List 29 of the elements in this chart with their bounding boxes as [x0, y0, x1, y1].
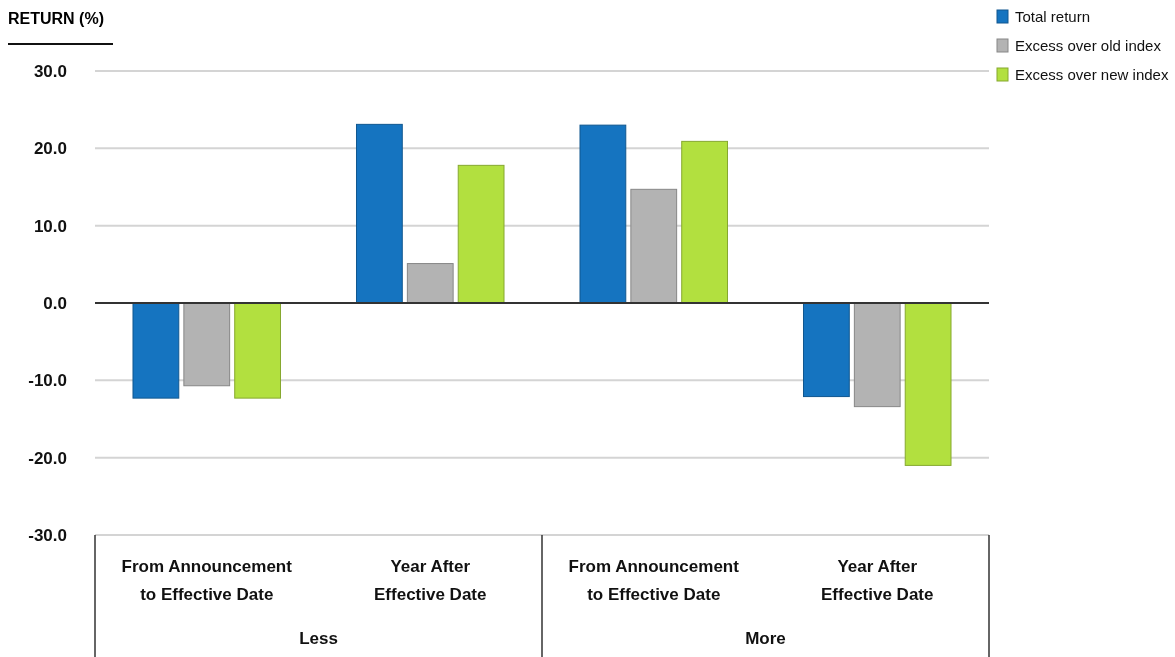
y-tick-label: -20.0 [28, 448, 67, 468]
text: Less [299, 629, 338, 648]
x-tick-label: Year After Effective Date [821, 557, 934, 604]
y-tick-label: -30.0 [28, 525, 67, 545]
bar [681, 140, 729, 304]
bar [356, 123, 403, 304]
x-tick-label: Year After Effective Date [374, 557, 487, 604]
legend-label: Excess over old index [1015, 37, 1162, 54]
y-tick-label: -10.0 [28, 371, 67, 391]
legend-label: Excess over new index [1015, 66, 1169, 83]
bar [183, 302, 231, 387]
y-tick-label: 20.0 [33, 139, 67, 159]
y-tick-label: 30.0 [33, 61, 67, 81]
bar [904, 302, 952, 466]
bar [579, 124, 627, 304]
bar [630, 188, 678, 304]
x-tick-label: From Announcement to Effective Date [568, 557, 740, 604]
bar [406, 263, 454, 304]
y-tick-label: 0.0 [43, 293, 67, 313]
y-axis-title: RETURN (%) [8, 10, 104, 27]
legend-label: Total return [1015, 8, 1091, 25]
bar [234, 302, 282, 399]
bar [853, 302, 901, 408]
bar [457, 164, 505, 304]
bar [803, 302, 850, 398]
text: More [745, 629, 786, 648]
x-tick-label: From Announcement to Effective Date [121, 557, 293, 604]
bar [132, 302, 180, 399]
y-tick-label: 10.0 [33, 216, 67, 236]
